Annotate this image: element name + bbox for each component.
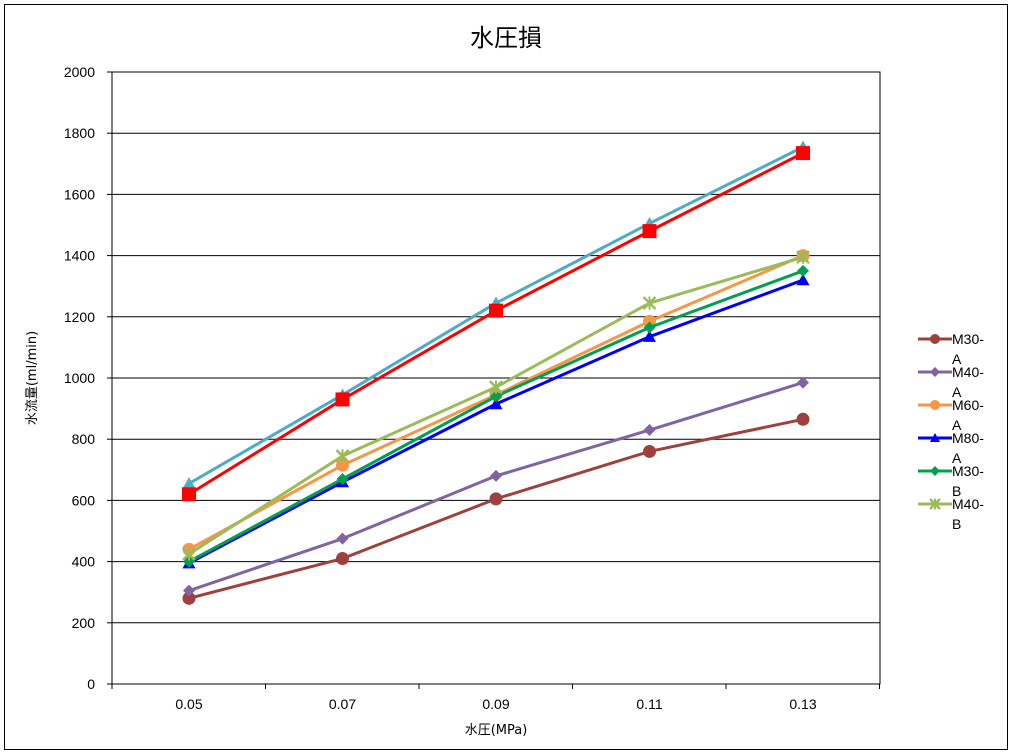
data-point (335, 392, 350, 407)
y-tick-label: 200 (72, 615, 96, 631)
y-axis-label: 水流量(ml/min) (25, 331, 40, 425)
legend-entry: M30- B (918, 463, 984, 499)
x-tick-label: 0.07 (329, 696, 356, 712)
data-point (489, 397, 503, 410)
y-tick-label: 1000 (64, 370, 95, 386)
series-line (188, 151, 804, 496)
legend-label: B (952, 483, 961, 499)
chart-frame (4, 4, 1008, 750)
legend-label: M80- (952, 430, 984, 446)
y-tick-label: 1400 (64, 248, 95, 264)
legend-marker (930, 466, 940, 476)
y-tick-label: 0 (87, 676, 95, 692)
chart-title: 水圧損 (470, 24, 542, 52)
y-tick-label: 600 (72, 492, 96, 508)
legend-entry: M80- A (918, 430, 984, 466)
data-point (797, 376, 809, 389)
data-point (182, 487, 196, 502)
series-line (188, 381, 804, 593)
legend-label: M30- (952, 463, 984, 479)
data-point (642, 296, 657, 310)
series-line (188, 278, 804, 565)
legend-marker (930, 334, 940, 344)
data-point (336, 532, 349, 545)
data-point (182, 547, 196, 561)
legend-label: B (952, 516, 961, 532)
data-point (336, 552, 349, 566)
y-tick-label: 2000 (64, 64, 95, 80)
x-tick-label: 0.13 (789, 696, 816, 712)
legend-label: M30- (952, 331, 984, 347)
y-tick-label: 800 (72, 431, 96, 447)
data-point (643, 314, 656, 328)
y-tick-label: 1800 (64, 125, 95, 141)
data-point (489, 380, 503, 395)
data-point (489, 492, 503, 506)
data-point (182, 477, 196, 489)
legend-marker (930, 433, 940, 442)
legend-label: M40- (952, 496, 984, 512)
y-tick-label: 400 (72, 554, 96, 570)
data-point (490, 390, 502, 403)
series-M80-A (182, 273, 810, 569)
series-layer (182, 140, 810, 605)
data-point (336, 472, 349, 485)
series-M40-A (183, 376, 809, 597)
data-point (797, 264, 809, 277)
legend-entry: M60- A (918, 397, 984, 433)
series-M30-A (182, 412, 810, 605)
legend-entry: M40- A (918, 364, 984, 400)
data-point (490, 469, 502, 482)
data-point (489, 303, 503, 318)
data-point (643, 444, 656, 458)
data-point (643, 424, 656, 437)
data-point (183, 584, 195, 597)
x-axis-ticks: 0.05 0.07 0.09 0.11 0.13 (111, 684, 880, 712)
legend-label: A (952, 351, 962, 367)
x-tick-label: 0.05 (175, 696, 202, 712)
data-point (796, 250, 810, 265)
legend-label: M60- (952, 397, 984, 413)
data-point (336, 458, 349, 472)
legend-marker (929, 498, 941, 510)
x-axis-label: 水圧(MPa) (465, 723, 528, 738)
x-tick-label: 0.11 (636, 696, 662, 712)
data-point (643, 321, 656, 334)
data-point (335, 449, 350, 463)
data-point (642, 224, 657, 239)
legend-label: A (952, 384, 962, 400)
y-axis-ticks: 0 200 400 600 800 1000 1200 1400 1600 1800 2000 (64, 64, 112, 692)
series-unlabeled-7 (182, 146, 810, 502)
gridlines (112, 132, 880, 624)
y-tick-label: 1200 (64, 309, 95, 325)
series-M40-B (182, 250, 810, 561)
data-point (796, 146, 810, 161)
legend-entry: M30- A (918, 331, 984, 367)
series-line (188, 417, 804, 600)
data-point (796, 412, 810, 426)
legend-label: A (952, 417, 962, 433)
legend-label: A (952, 450, 962, 466)
data-point (643, 330, 656, 342)
x-tick-label: 0.09 (482, 696, 509, 712)
legend-marker (930, 367, 940, 377)
legend-marker (930, 400, 940, 410)
y-tick-label: 1600 (64, 186, 95, 202)
data-point (796, 273, 810, 286)
legend-entry: M40- B (918, 496, 984, 532)
legend-label: M40- (952, 364, 984, 380)
data-point (182, 591, 196, 605)
